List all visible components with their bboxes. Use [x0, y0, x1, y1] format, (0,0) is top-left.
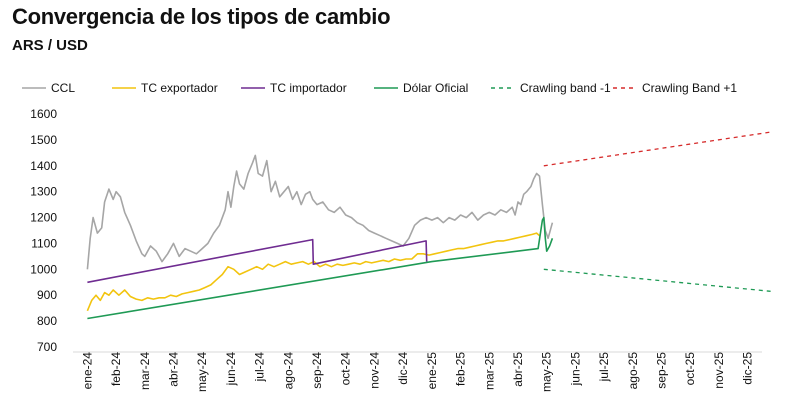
series-line-0: [86, 154, 554, 270]
x-tick-label: mar-25: [482, 352, 496, 390]
x-tick-label: nov-24: [367, 352, 381, 389]
x-tick-label: ene-25: [425, 352, 439, 390]
y-tick-label: 700: [37, 340, 57, 354]
y-tick-label: 900: [37, 288, 57, 302]
legend-label-4: Crawling band -1: [520, 81, 611, 95]
x-tick-label: may-24: [195, 352, 209, 392]
series-line-3: [87, 216, 554, 320]
x-tick-label: ene-24: [80, 352, 94, 390]
x-tick-label: ago-24: [281, 352, 295, 390]
legend-label-1: TC exportador: [141, 81, 218, 95]
y-tick-label: 1000: [30, 262, 57, 276]
legend-label-5: Crawling Band +1: [642, 81, 737, 95]
x-tick-label: nov-25: [712, 352, 726, 389]
series-line-5: [543, 131, 771, 167]
series-line-2: [87, 238, 428, 284]
x-tick-label: feb-25: [454, 352, 468, 386]
x-tick-label: jul-24: [253, 352, 267, 383]
x-tick-label: dic-25: [741, 352, 755, 385]
x-tick-label: jun-25: [568, 352, 582, 387]
y-tick-label: 1300: [30, 185, 57, 199]
x-tick-label: jun-24: [224, 352, 238, 387]
x-tick-label: abr-25: [511, 352, 525, 387]
x-tick-label: sep-25: [655, 352, 669, 389]
y-tick-label: 1400: [30, 159, 57, 173]
x-tick-label: feb-24: [109, 352, 123, 386]
x-tick-label: ago-25: [626, 352, 640, 390]
y-tick-label: 1200: [30, 211, 57, 225]
x-tick-label: mar-24: [138, 352, 152, 390]
legend-label-2: TC importador: [270, 81, 347, 95]
y-tick-label: 1600: [30, 107, 57, 121]
x-tick-label: abr-24: [166, 352, 180, 387]
y-tick-label: 1500: [30, 133, 57, 147]
x-tick-label: may-25: [540, 352, 554, 392]
legend-label-3: Dólar Oficial: [403, 81, 468, 95]
chart-title: Convergencia de los tipos de cambio: [12, 4, 391, 29]
series-line-4: [543, 268, 771, 292]
y-tick-label: 800: [37, 314, 57, 328]
series-line-1: [86, 232, 541, 312]
x-tick-label: oct-25: [683, 352, 697, 386]
y-tick-label: 1100: [31, 236, 57, 250]
legend-label-0: CCL: [51, 81, 75, 95]
x-tick-label: sep-24: [310, 352, 324, 389]
x-tick-label: oct-24: [339, 352, 353, 386]
x-tick-label: dic-24: [396, 352, 410, 385]
x-tick-label: jul-25: [597, 352, 611, 383]
chart-subtitle: ARS / USD: [12, 37, 88, 54]
